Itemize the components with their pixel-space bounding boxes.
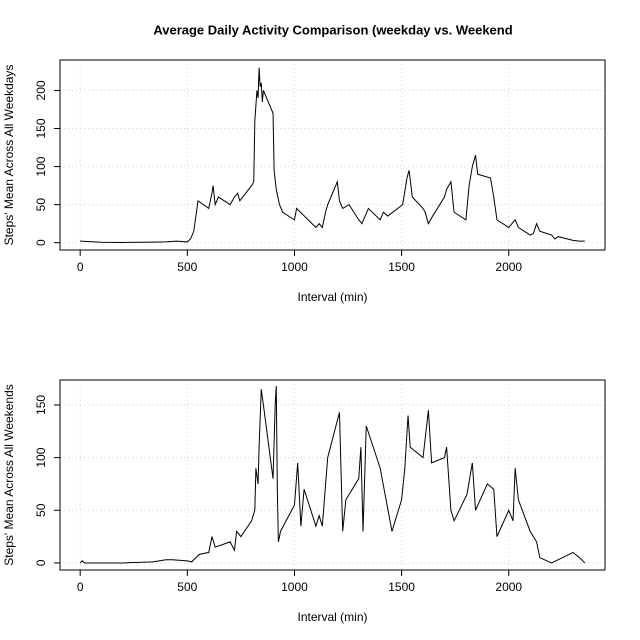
- y-tick-label: 0: [34, 239, 48, 246]
- x-axis-label: Interval (min): [297, 610, 367, 624]
- x-tick-label: 1500: [388, 580, 415, 594]
- x-tick-label: 0: [77, 260, 84, 274]
- plot-frame: [59, 59, 606, 251]
- chart-title: Average Daily Activity Comparison (weekd…: [153, 22, 512, 37]
- y-tick-label: 150: [34, 118, 48, 138]
- x-tick-label: 1000: [281, 260, 308, 274]
- y-tick-label: 0: [34, 559, 48, 566]
- y-axis-label: Steps' Mean Across All Weekends: [2, 384, 16, 566]
- y-tick-label: 150: [34, 395, 48, 415]
- y-tick-label: 50: [34, 198, 48, 212]
- y-axis-label: Steps' Mean Across All Weekdays: [2, 65, 16, 246]
- y-tick-label: 100: [34, 156, 48, 176]
- x-tick-label: 500: [177, 260, 197, 274]
- x-tick-label: 0: [77, 580, 84, 594]
- y-tick-label: 50: [34, 503, 48, 517]
- x-tick-label: 2000: [495, 580, 522, 594]
- y-tick-label: 100: [34, 447, 48, 467]
- x-tick-label: 2000: [495, 260, 522, 274]
- x-tick-label: 1000: [281, 580, 308, 594]
- data-line: [80, 67, 585, 243]
- data-line: [79, 385, 586, 564]
- x-axis-label: Interval (min): [297, 290, 367, 304]
- plot-frame: [59, 379, 606, 571]
- x-tick-label: 1500: [388, 260, 415, 274]
- y-tick-label: 200: [34, 80, 48, 100]
- x-tick-label: 500: [177, 580, 197, 594]
